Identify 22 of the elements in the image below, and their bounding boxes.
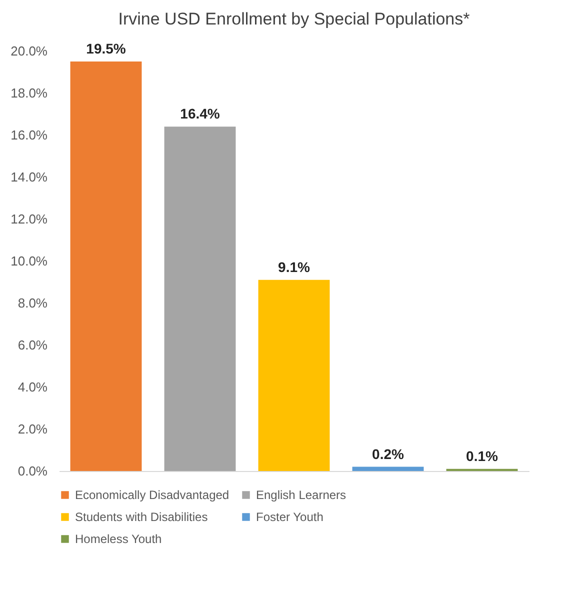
- y-tick-label: 20.0%: [10, 44, 48, 58]
- y-tick-label: 16.0%: [10, 128, 48, 142]
- legend-label: English Learners: [256, 488, 346, 502]
- data-label: 16.4%: [180, 106, 220, 122]
- data-label: 0.2%: [372, 446, 404, 462]
- y-tick-label: 4.0%: [18, 380, 48, 394]
- legend-label: Economically Disadvantaged: [75, 488, 230, 502]
- y-tick-label: 14.0%: [10, 170, 48, 184]
- y-tick-label: 0.0%: [18, 464, 48, 478]
- data-label: 19.5%: [86, 40, 126, 56]
- y-tick-label: 2.0%: [18, 422, 48, 436]
- y-tick-label: 10.0%: [10, 254, 48, 268]
- chart-title: Irvine USD Enrollment by Special Populations*: [118, 10, 470, 28]
- legend-label: Foster Youth: [256, 510, 324, 524]
- data-label: 0.1%: [466, 448, 498, 464]
- y-tick-label: 18.0%: [10, 86, 48, 100]
- legend-label: Homeless Youth: [75, 532, 162, 546]
- data-label: 9.1%: [278, 258, 310, 275]
- legend-label: Students with Disabilities: [75, 510, 208, 524]
- y-tick-label: 8.0%: [18, 296, 48, 310]
- y-tick-label: 12.0%: [10, 212, 48, 226]
- y-tick-label: 6.0%: [18, 338, 48, 352]
